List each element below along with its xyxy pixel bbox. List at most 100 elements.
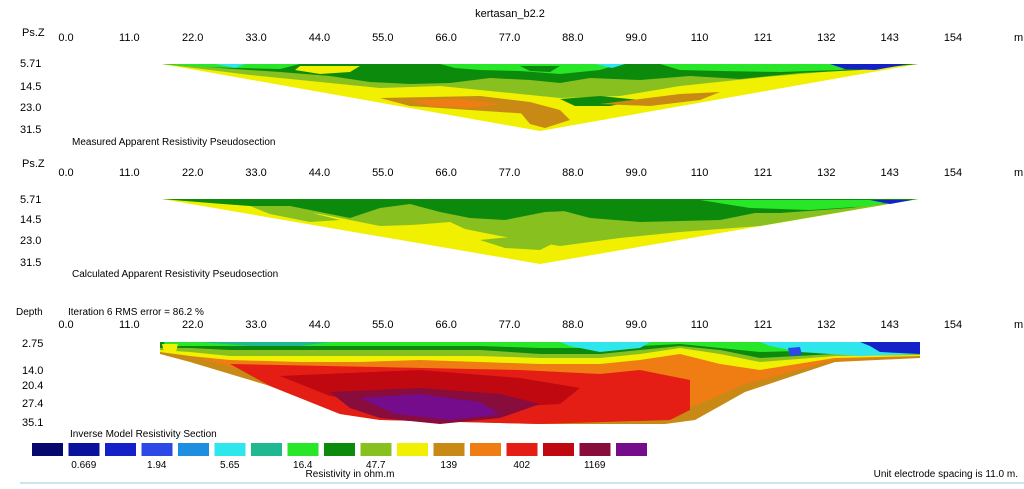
calculated-contour-fill [162, 199, 918, 264]
color-swatch [579, 443, 611, 456]
x-tick-label: 121 [754, 167, 772, 179]
scale-value-label: 1.94 [147, 460, 167, 471]
scale-value-label: 0.669 [71, 460, 96, 471]
calculated-depth-ticks: 5.71 14.5 23.0 31.5 [20, 194, 41, 269]
x-tick-label: 22.0 [182, 167, 203, 179]
depth-tick-label: 31.5 [20, 124, 41, 136]
color-swatch [616, 443, 647, 456]
inverse-x-unit: m [1014, 319, 1023, 331]
measured-contour-fill [162, 64, 918, 131]
scale-value-label: 139 [440, 460, 457, 471]
x-tick-label: 55.0 [372, 32, 393, 44]
color-swatch [397, 443, 428, 456]
x-tick-label: 88.0 [562, 167, 583, 179]
inverse-caption: Inverse Model Resistivity Section [70, 429, 217, 440]
x-tick-label: 66.0 [435, 32, 456, 44]
x-tick-label: 143 [880, 167, 898, 179]
measured-x-unit: m [1014, 32, 1023, 44]
scale-value-label: 5.65 [220, 460, 240, 471]
electrode-spacing-note: Unit electrode spacing is 11.0 m. [874, 469, 1018, 480]
x-tick-label: 132 [817, 319, 835, 331]
depth-tick-label: 5.71 [20, 194, 41, 206]
x-tick-label: 11.0 [119, 167, 140, 179]
x-tick-label: 44.0 [309, 319, 330, 331]
x-tick-label: 132 [817, 32, 835, 44]
x-tick-label: 33.0 [245, 32, 266, 44]
inverse-model-panel: Depth Iteration 6 RMS error = 86.2 % 0.0… [16, 307, 1023, 440]
depth-tick-label: 35.1 [22, 417, 43, 429]
depth-tick-label: 14.5 [20, 214, 41, 226]
calculated-x-ticks: 0.0 11.0 22.0 33.0 44.0 55.0 66.0 77.0 88.0 99.0 1… [58, 167, 962, 179]
x-tick-label: 132 [817, 167, 835, 179]
color-swatch [178, 443, 209, 456]
inverse-x-ticks: 0.0 11.0 22.0 33.0 44.0 55.0 66.0 77.0 88.0 99.0 1… [58, 319, 962, 331]
depth-tick-label: 23.0 [20, 235, 41, 247]
x-tick-label: 154 [944, 32, 962, 44]
x-tick-label: 143 [880, 319, 898, 331]
depth-tick-label: 27.4 [22, 398, 43, 410]
scale-value-label: 47.7 [366, 460, 386, 471]
color-scale-values: 0.669 1.94 5.65 16.4 47.7 139 402 1169 [71, 460, 606, 471]
x-tick-label: 44.0 [309, 167, 330, 179]
x-tick-label: 143 [880, 32, 898, 44]
x-tick-label: 55.0 [372, 319, 393, 331]
x-tick-label: 66.0 [435, 319, 456, 331]
depth-tick-label: 23.0 [20, 102, 41, 114]
x-tick-label: 110 [691, 167, 709, 179]
measured-x-ticks: 0.0 11.0 22.0 33.0 44.0 55.0 66.0 77.0 88.0 99.0 1… [58, 32, 962, 44]
depth-tick-label: 2.75 [22, 338, 43, 350]
x-tick-label: 44.0 [309, 32, 330, 44]
x-tick-label: 154 [944, 167, 962, 179]
calculated-axis-label: Ps.Z [22, 158, 45, 170]
x-tick-label: 11.0 [119, 32, 140, 44]
depth-tick-label: 14.5 [20, 81, 41, 93]
color-swatch [506, 443, 538, 456]
x-tick-label: 77.0 [499, 319, 520, 331]
x-tick-label: 22.0 [182, 32, 203, 44]
depth-tick-label: 5.71 [20, 58, 41, 70]
color-scale: 0.669 1.94 5.65 16.4 47.7 139 402 1169 Resistiv… [32, 443, 647, 480]
x-tick-label: 77.0 [499, 32, 520, 44]
measured-axis-label: Ps.Z [22, 27, 45, 39]
color-swatch [32, 443, 63, 456]
calculated-pseudosection-panel: Ps.Z 0.0 11.0 22.0 33.0 44.0 55.0 66.0 77.0 88.0… [20, 158, 1023, 280]
x-tick-label: 0.0 [58, 319, 73, 331]
color-scale-swatches [32, 443, 647, 456]
inverse-axis-label: Depth [16, 307, 43, 318]
color-swatch [141, 443, 173, 456]
color-swatch [251, 443, 282, 456]
scale-value-label: 402 [513, 460, 530, 471]
x-tick-label: 33.0 [245, 319, 266, 331]
x-tick-label: 110 [691, 32, 709, 44]
iteration-rms-label: Iteration 6 RMS error = 86.2 % [68, 307, 204, 318]
x-tick-label: 77.0 [499, 167, 520, 179]
inverse-depth-ticks: 2.75 14.0 20.4 27.4 35.1 [22, 338, 43, 429]
x-tick-label: 121 [754, 32, 772, 44]
x-tick-label: 99.0 [626, 319, 647, 331]
color-swatch [214, 443, 246, 456]
scale-value-label: 16.4 [293, 460, 313, 471]
inverse-contour-fill [160, 342, 920, 424]
x-tick-label: 110 [691, 319, 709, 331]
color-swatch [287, 443, 319, 456]
scale-value-label: 1169 [584, 460, 606, 471]
calculated-caption: Calculated Apparent Resistivity Pseudose… [72, 269, 278, 280]
x-tick-label: 154 [944, 319, 962, 331]
x-tick-label: 22.0 [182, 319, 203, 331]
scale-title: Resistivity in ohm.m [306, 469, 395, 480]
x-tick-label: 99.0 [626, 167, 647, 179]
calculated-x-unit: m [1014, 167, 1023, 179]
color-swatch [360, 443, 392, 456]
color-swatch [105, 443, 136, 456]
measured-pseudosection-panel: Ps.Z 0.0 11.0 22.0 33.0 44.0 55.0 66.0 77.0 88.0… [20, 27, 1023, 148]
depth-tick-label: 20.4 [22, 380, 43, 392]
color-swatch [543, 443, 574, 456]
x-tick-label: 88.0 [562, 319, 583, 331]
x-tick-label: 0.0 [58, 167, 73, 179]
x-tick-label: 0.0 [58, 32, 73, 44]
x-tick-label: 33.0 [245, 167, 266, 179]
measured-caption: Measured Apparent Resistivity Pseudosect… [72, 137, 275, 148]
x-tick-label: 11.0 [119, 319, 140, 331]
